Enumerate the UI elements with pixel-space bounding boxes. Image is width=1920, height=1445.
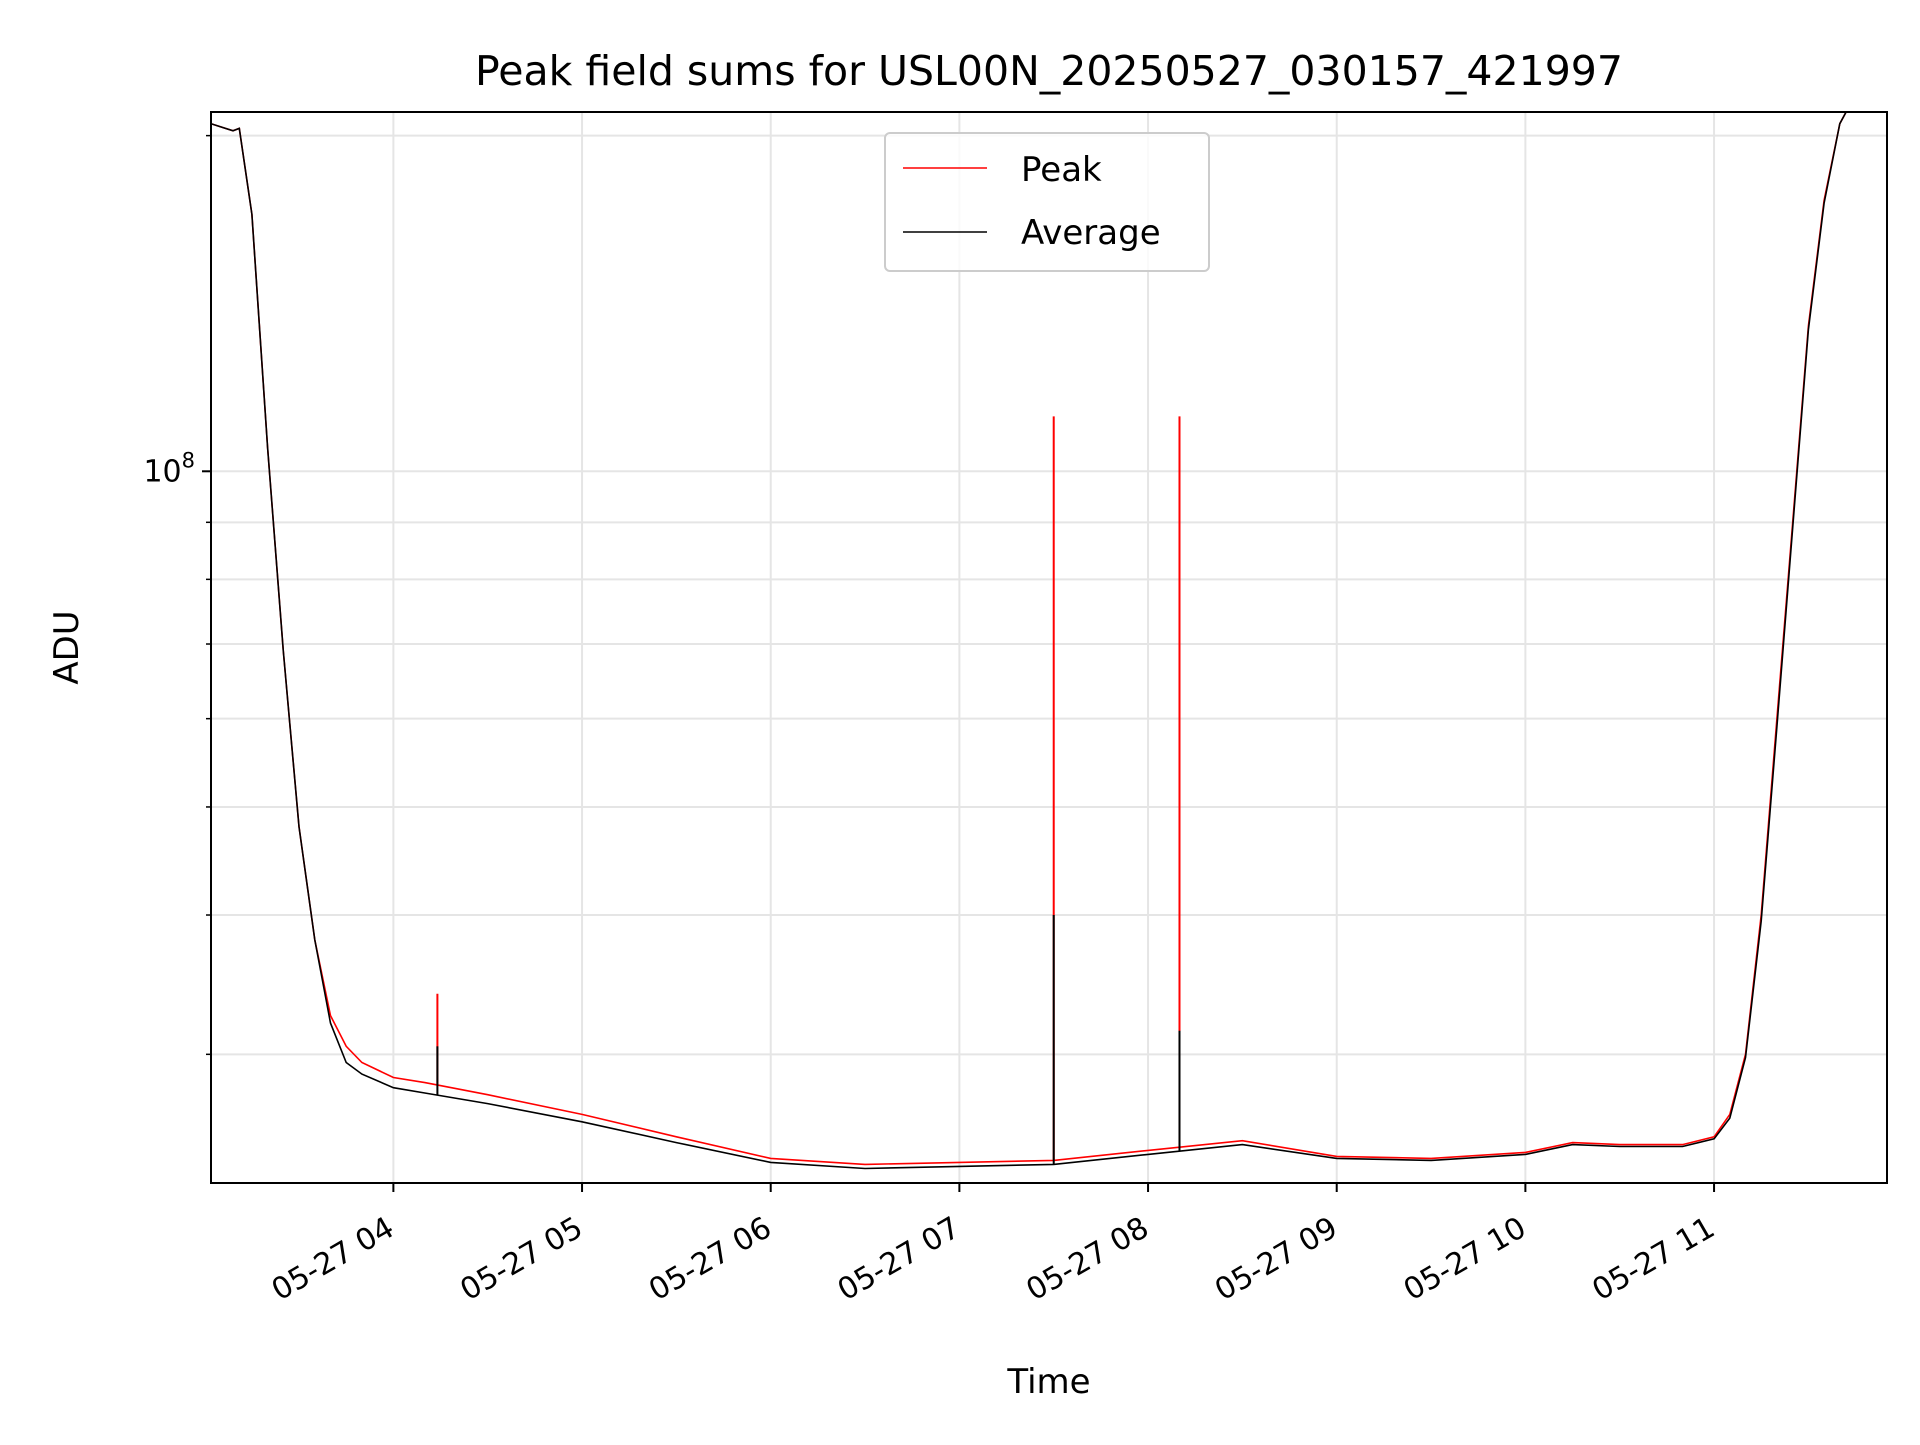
plot-area: [211, 112, 1887, 1170]
legend: Peak Average: [884, 132, 1210, 272]
plot-frame: [210, 111, 1888, 1184]
grid: [211, 112, 1887, 1183]
chart-title: Peak field sums for USL00N_20250527_0301…: [475, 47, 1623, 95]
legend-label-average: Average: [1021, 213, 1161, 253]
x-axis-label: Time: [1006, 1362, 1090, 1402]
series-line-average: [211, 112, 1887, 1170]
y-axis-label: ADU: [47, 610, 87, 684]
legend-label-peak: Peak: [1021, 150, 1102, 190]
